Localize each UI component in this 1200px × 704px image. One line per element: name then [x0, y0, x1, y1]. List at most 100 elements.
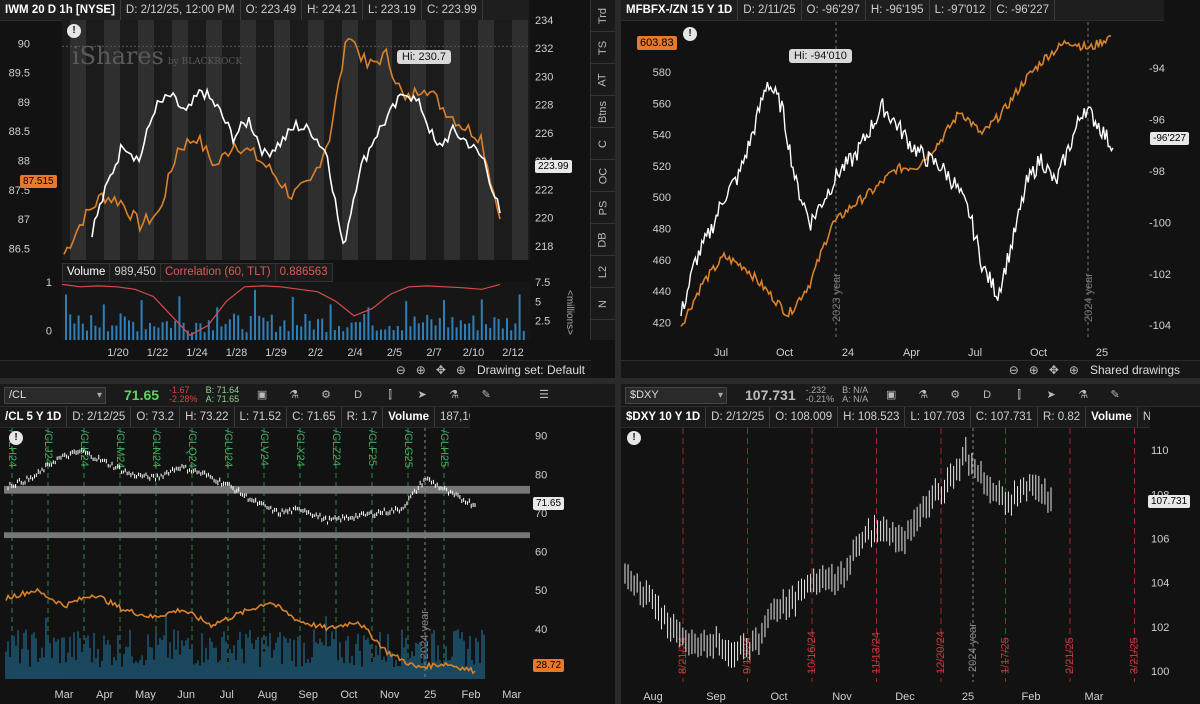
x-tick: 2/7 — [426, 347, 441, 359]
hdr-1: D: 2/11/25 — [738, 0, 802, 20]
style-icon[interactable]: ⫿ — [388, 389, 392, 401]
hdr-3: H: 108.523 — [838, 407, 906, 427]
zoom-out-icon[interactable]: ⊖ — [395, 363, 406, 377]
contract-label: /CLQ24 — [186, 430, 198, 468]
x-tick: Mar — [1085, 691, 1104, 703]
hdr-3: H: -96'195 — [866, 0, 930, 20]
contract-label: /CLK24 — [78, 430, 90, 467]
hdr-5: C: 71.65 — [287, 407, 342, 427]
x-tick: 25 — [1096, 347, 1108, 359]
hdr-2: O: 223.49 — [241, 0, 303, 20]
hdr-5: C: -96'227 — [991, 0, 1056, 20]
side-tab-ts[interactable]: TS — [591, 32, 615, 64]
x-tick: 1/24 — [186, 347, 207, 359]
session-band — [172, 20, 188, 260]
gear-icon[interactable]: ⚙ — [321, 389, 332, 401]
side-tab-db[interactable]: DB — [591, 224, 615, 256]
resistance-band — [4, 485, 530, 494]
zoom-in-icon[interactable]: ⊕ — [415, 363, 426, 377]
crosshair-icon[interactable]: ⊕ — [455, 363, 466, 377]
gear-icon[interactable]: ⚙ — [950, 389, 961, 401]
drawing-icon[interactable]: ✎ — [1110, 389, 1120, 401]
symbol-selector[interactable]: $DXY — [625, 386, 727, 404]
shared-drawings-label[interactable]: Shared drawings — [1089, 363, 1180, 377]
style-icon[interactable]: ⫿ — [1017, 389, 1021, 401]
timeframe-icon[interactable]: D — [354, 389, 363, 401]
y-tick-left: 460 — [653, 255, 671, 267]
vertical-divider[interactable] — [615, 0, 621, 704]
alert-icon[interactable]: ! — [627, 431, 641, 445]
zoom-in-icon[interactable]: ⊕ — [1028, 363, 1039, 377]
vol-value: 989,450 — [110, 264, 161, 281]
cursor-icon[interactable]: ➤ — [417, 389, 427, 401]
hdr-3: H: 224.21 — [302, 0, 363, 20]
right-price-tag: -96'227 — [1150, 132, 1190, 145]
hdr-0: IWM 20 D 1h [NYSE] — [0, 0, 121, 20]
ask-value: A: 71.65 — [205, 394, 240, 404]
hdr-6: R: 0.82 — [1038, 407, 1087, 427]
drawing-icon[interactable]: ✎ — [481, 389, 491, 401]
volume-tick: 2.5 — [535, 316, 550, 328]
flask-icon[interactable]: ⚗ — [289, 389, 300, 401]
bid-value: B: N/A — [842, 385, 869, 395]
alert-icon[interactable]: ! — [9, 431, 23, 445]
side-tab-n[interactable]: N — [591, 288, 615, 320]
flask-icon-2[interactable]: ⚗ — [1078, 389, 1089, 401]
hdr-7: Volume — [383, 407, 435, 427]
menu-icon[interactable]: ☰ — [539, 389, 550, 401]
y-tick: 110 — [1151, 445, 1169, 457]
hdr-1: D: 2/12/25 — [67, 407, 132, 427]
chart-icon[interactable]: ▣ — [256, 389, 268, 401]
bid-ask-block: B: N/A A: N/A — [842, 386, 868, 404]
chart-icon[interactable]: ▣ — [885, 389, 897, 401]
contract-label: /CLF25 — [366, 430, 378, 466]
x-tick: Jul — [968, 347, 982, 359]
flask-icon[interactable]: ⚗ — [918, 389, 929, 401]
crosshair-icon[interactable]: ⊕ — [1068, 363, 1079, 377]
side-tab-oc[interactable]: OC — [591, 160, 615, 192]
timeframe-icon[interactable]: D — [983, 389, 992, 401]
pan-icon[interactable]: ✥ — [435, 363, 446, 377]
x-tick: Nov — [380, 689, 400, 701]
cl-panel: /CL 71.65 -1.67-2.28% B: 71.64A: 71.65 ▣… — [0, 384, 615, 704]
y-tick: 106 — [1151, 533, 1169, 545]
y-tick-right: 220 — [535, 213, 553, 225]
orange-series-line — [680, 34, 1112, 327]
change-pct: -2.28% — [169, 394, 198, 404]
change-value: -1.67 — [169, 385, 190, 395]
symbol-selector[interactable]: /CL — [4, 386, 106, 404]
x-tick: Jul — [714, 347, 728, 359]
y-tick-right: 222 — [535, 184, 553, 196]
x-tick: Oct — [1030, 347, 1047, 359]
contract-label: /CLV24 — [258, 430, 270, 466]
alert-icon[interactable]: ! — [683, 27, 697, 41]
side-tab-trd[interactable]: Trd — [591, 0, 615, 32]
dxy-panel: $DXY 107.731 -.232-0.21% B: N/AA: N/A ▣ … — [621, 384, 1200, 704]
side-tab-btns[interactable]: Btns — [591, 96, 615, 128]
x-tick: 2/10 — [463, 347, 484, 359]
flask-icon-2[interactable]: ⚗ — [449, 389, 460, 401]
year-label: 2023 year — [831, 273, 843, 322]
side-tab-c[interactable]: C — [591, 128, 615, 160]
x-tick: Mar — [55, 689, 74, 701]
hi-label: Hi: 230.7 — [397, 50, 452, 64]
alert-icon[interactable]: ! — [67, 24, 81, 38]
cursor-icon[interactable]: ➤ — [1046, 389, 1056, 401]
side-tab-ps[interactable]: PS — [591, 192, 615, 224]
expiry-label: 9/18/24 — [742, 637, 754, 674]
volume-tick: 7.5 — [535, 277, 550, 289]
side-tab-at[interactable]: AT — [591, 64, 615, 96]
drawing-set-label[interactable]: Drawing set: Default — [476, 363, 585, 377]
y-tick: 102 — [1151, 622, 1169, 634]
horizontal-divider[interactable] — [0, 378, 1200, 384]
change-block: -1.67 -2.28% — [169, 386, 198, 404]
x-tick: 1/22 — [147, 347, 168, 359]
y-tick-left: 87 — [18, 214, 30, 226]
y-tick-left: 90 — [18, 38, 30, 50]
iwm-chart: 9089.58988.58887.58786.52342322302282262… — [9, 15, 554, 359]
side-tab-l2[interactable]: L2 — [591, 256, 615, 288]
y-tick-left: 89 — [18, 97, 30, 109]
pan-icon[interactable]: ✥ — [1048, 363, 1059, 377]
hdr-8: N/A — [1138, 407, 1150, 427]
zoom-out-icon[interactable]: ⊖ — [1008, 363, 1019, 377]
